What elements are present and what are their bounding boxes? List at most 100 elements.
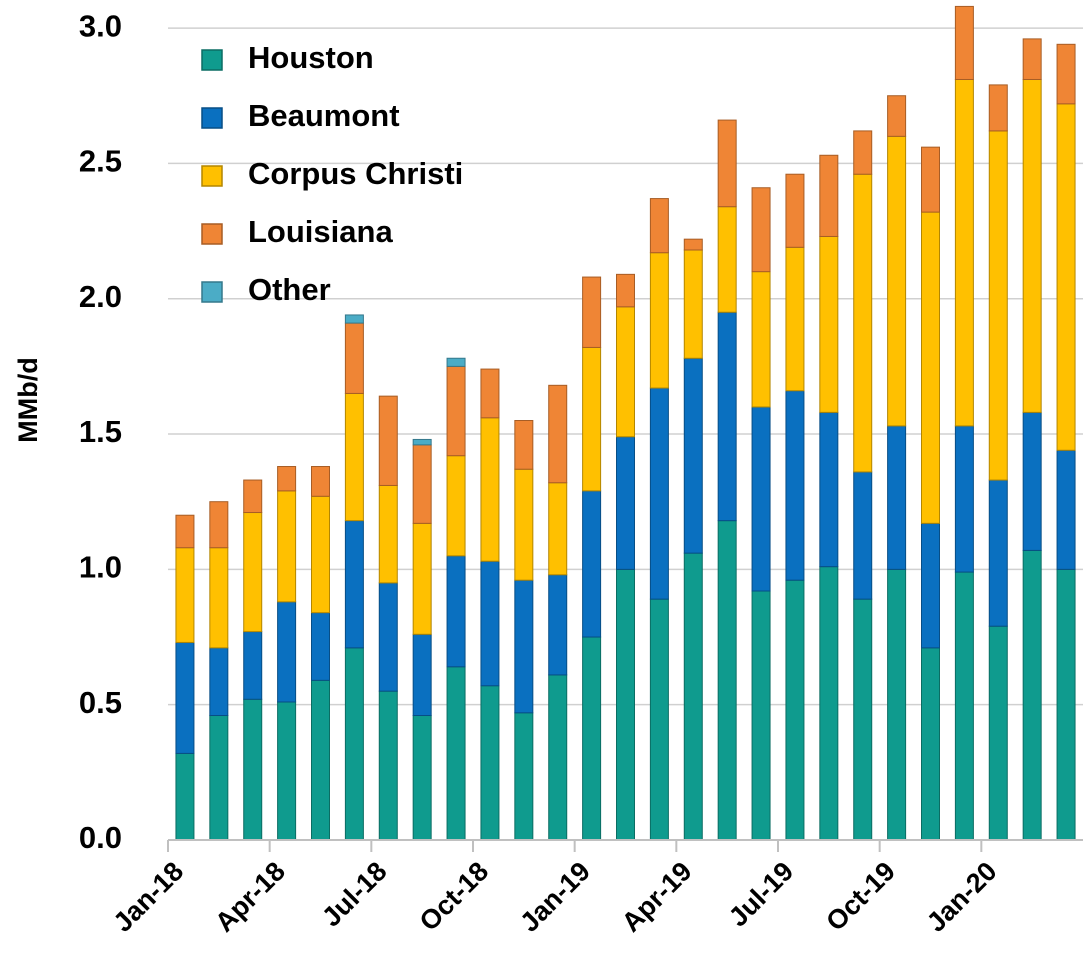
bar-segment xyxy=(175,514,195,549)
bar-segment xyxy=(311,466,330,497)
bar-segment xyxy=(1022,78,1042,413)
bar-segment xyxy=(887,135,907,427)
bar-segment xyxy=(243,698,263,841)
bar-segment xyxy=(412,522,432,635)
y-tick-label: 3.0 xyxy=(79,8,122,43)
bar-segment xyxy=(1022,38,1042,80)
bar-segment xyxy=(548,674,568,841)
bar-segment xyxy=(378,582,398,692)
bar-segment xyxy=(277,490,297,603)
x-tick-label: Jul-18 xyxy=(316,856,392,932)
bar-segment xyxy=(412,715,432,841)
bar-segment xyxy=(378,484,398,584)
bar-segment xyxy=(582,490,602,638)
bar-segment xyxy=(921,146,940,213)
bar-segment xyxy=(412,438,432,446)
legend-label: Corpus Christi xyxy=(248,156,463,191)
bar-segment xyxy=(344,392,364,522)
y-tick-label: 1.5 xyxy=(79,414,122,449)
bar-segment xyxy=(853,130,873,175)
legend-label: Louisiana xyxy=(248,214,393,249)
bar-segment xyxy=(1056,103,1076,451)
bar-segment xyxy=(175,752,195,841)
legend-swatch xyxy=(201,165,223,187)
bar-segment xyxy=(616,568,635,841)
x-tick-label: Jan-20 xyxy=(921,856,1003,938)
bar-segment xyxy=(921,522,940,649)
bar-segment xyxy=(921,647,940,841)
legend-swatch xyxy=(201,49,223,71)
bar-segment xyxy=(819,154,839,237)
legend-swatch xyxy=(201,107,223,129)
bar-segment xyxy=(751,406,771,592)
bar-segment xyxy=(311,495,330,614)
x-tick-label: Jul-19 xyxy=(723,856,799,932)
bar-segment xyxy=(819,235,839,413)
bar-segment xyxy=(683,238,703,251)
bar-segment xyxy=(514,468,534,581)
bar-segment xyxy=(344,647,364,841)
bar-segment xyxy=(412,444,432,524)
bar-segment xyxy=(717,311,737,522)
bar-segment xyxy=(243,631,263,700)
bar-segment xyxy=(751,590,771,841)
bar-segment xyxy=(616,273,635,308)
bar-segment xyxy=(785,390,805,581)
y-tick-label: 0.5 xyxy=(79,685,122,720)
bar-segment xyxy=(480,685,500,841)
bar-segment xyxy=(683,552,703,841)
bar-segment xyxy=(378,690,398,841)
bar-segment xyxy=(649,387,669,600)
bar-segment xyxy=(819,411,839,568)
bar-segment xyxy=(514,579,534,714)
bar-segment xyxy=(785,246,805,392)
bar-segment xyxy=(344,314,364,324)
legend-swatch xyxy=(201,223,223,245)
bar-segment xyxy=(988,130,1008,481)
bar-segment xyxy=(480,368,500,419)
bar-segment xyxy=(446,365,466,457)
bar-segment xyxy=(751,187,771,273)
bar-segment xyxy=(582,636,602,841)
bar-segment xyxy=(1056,43,1076,105)
y-tick-label: 1.0 xyxy=(79,550,122,585)
bar-segment xyxy=(243,512,263,633)
bar-segment xyxy=(243,479,263,514)
bar-segment xyxy=(785,579,805,841)
bar-segment xyxy=(446,555,466,668)
bar-segment xyxy=(853,598,873,841)
bar-segment xyxy=(548,482,568,576)
legend-swatch xyxy=(201,281,223,303)
bar-segment xyxy=(1056,449,1076,570)
bar-segment xyxy=(514,712,534,841)
bar-segment xyxy=(344,322,364,394)
bar-segment xyxy=(819,566,839,841)
legend-label: Other xyxy=(248,272,331,307)
bar-segment xyxy=(887,95,907,137)
bar-segment xyxy=(209,501,229,549)
bar-segment xyxy=(1022,549,1042,841)
bar-segment xyxy=(311,679,330,841)
bar-segment xyxy=(175,641,195,754)
bar-segment xyxy=(785,173,805,248)
bar-segment xyxy=(446,357,466,367)
bar-segment xyxy=(209,715,229,841)
bar-segment xyxy=(887,568,907,841)
bar-segment xyxy=(311,612,330,681)
bar-segment xyxy=(921,211,940,524)
bar-segment xyxy=(988,84,1008,132)
x-tick-label: Jan-19 xyxy=(514,856,596,938)
bar-segment xyxy=(649,252,669,389)
x-tick-label: Oct-19 xyxy=(820,856,901,937)
bar-segment xyxy=(412,633,432,717)
bar-segment xyxy=(717,119,737,208)
bar-segment xyxy=(277,601,297,703)
bar-segment xyxy=(717,520,737,841)
bar-segment xyxy=(616,436,635,570)
bar-segment xyxy=(175,547,195,643)
bar-segment xyxy=(954,425,974,573)
bar-segment xyxy=(954,78,974,427)
bar-segment xyxy=(853,173,873,473)
y-axis-title: MMb/d xyxy=(13,357,43,442)
